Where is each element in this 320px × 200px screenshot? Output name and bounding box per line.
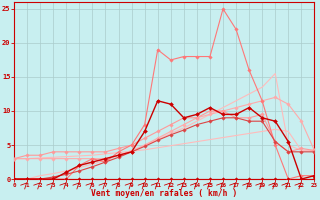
X-axis label: Vent moyen/en rafales ( km/h ): Vent moyen/en rafales ( km/h ) xyxy=(91,189,237,198)
